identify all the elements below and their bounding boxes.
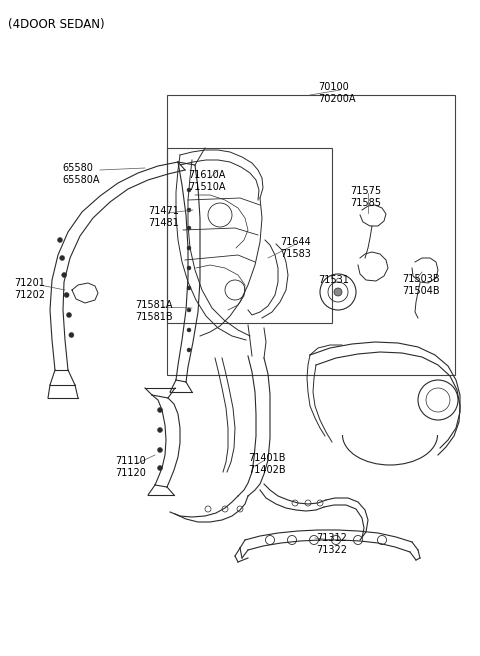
Circle shape: [187, 188, 191, 192]
Circle shape: [64, 293, 69, 298]
Circle shape: [334, 288, 342, 296]
Circle shape: [157, 428, 163, 432]
Circle shape: [187, 266, 191, 270]
Text: 71503B
71504B: 71503B 71504B: [402, 274, 440, 296]
Circle shape: [62, 272, 67, 277]
Circle shape: [60, 255, 65, 260]
Text: 71201
71202: 71201 71202: [14, 278, 45, 300]
Text: 70100
70200A: 70100 70200A: [318, 82, 356, 104]
Circle shape: [69, 333, 74, 337]
Circle shape: [187, 226, 191, 230]
Bar: [167, 148, 332, 323]
Text: 71401B
71402B: 71401B 71402B: [248, 453, 286, 475]
Circle shape: [157, 466, 163, 470]
Circle shape: [187, 246, 191, 250]
Text: 71581A
71581B: 71581A 71581B: [135, 300, 173, 322]
Circle shape: [187, 286, 191, 290]
Circle shape: [67, 312, 72, 318]
Text: 71110
71120: 71110 71120: [115, 456, 146, 478]
Text: 71471
71481: 71471 71481: [148, 206, 179, 228]
Text: 71531: 71531: [318, 275, 349, 285]
Circle shape: [187, 328, 191, 332]
Circle shape: [157, 447, 163, 453]
Circle shape: [157, 407, 163, 413]
Bar: [167, 95, 455, 375]
Circle shape: [187, 348, 191, 352]
Circle shape: [187, 308, 191, 312]
Text: 71610A
71510A: 71610A 71510A: [188, 170, 226, 192]
Text: (4DOOR SEDAN): (4DOOR SEDAN): [8, 18, 105, 31]
Text: 71644
71583: 71644 71583: [280, 237, 311, 259]
Text: 71312
71322: 71312 71322: [316, 533, 347, 555]
Circle shape: [187, 208, 191, 212]
Text: 71575
71585: 71575 71585: [350, 186, 381, 208]
Circle shape: [58, 237, 62, 243]
Text: 65580
65580A: 65580 65580A: [62, 163, 99, 185]
